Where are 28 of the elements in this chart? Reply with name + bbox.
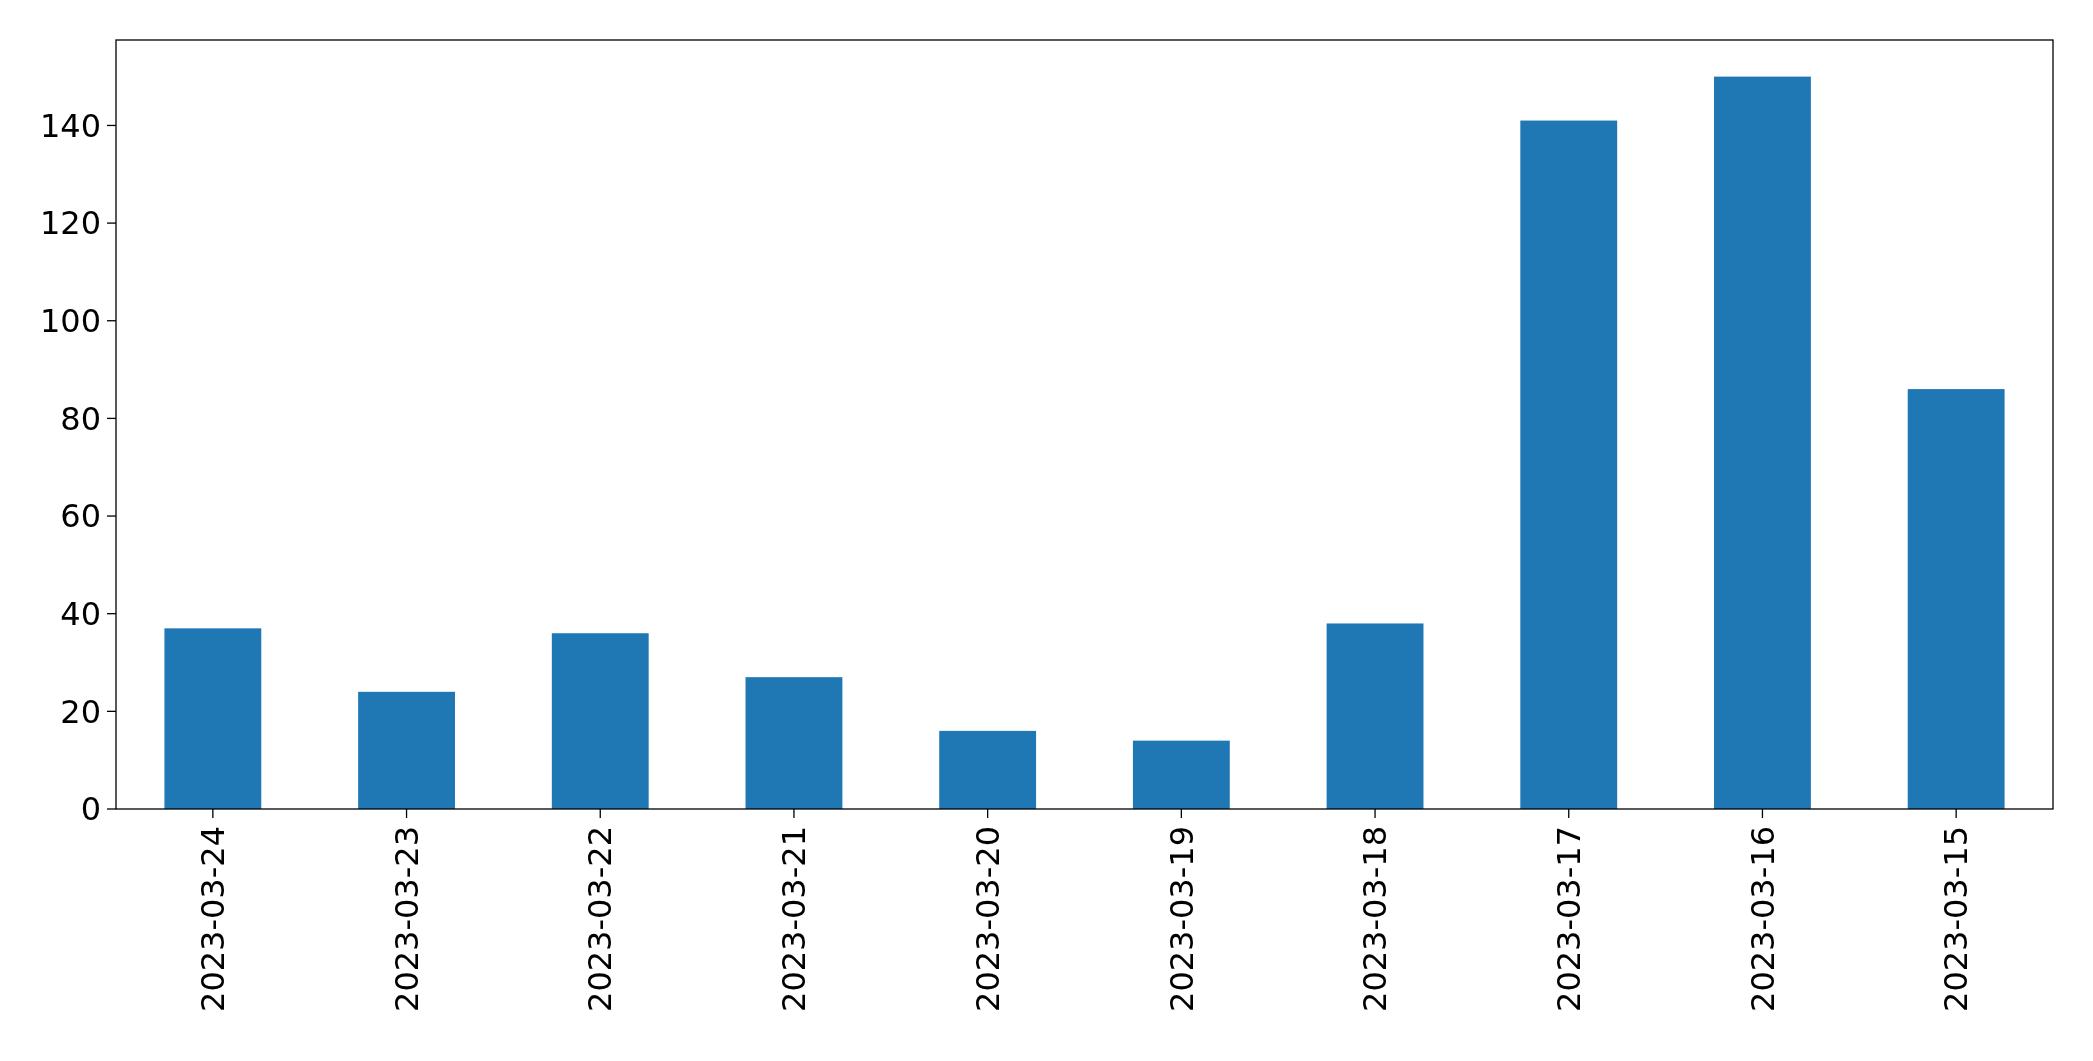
- x-tick-label: 2023-03-19: [1162, 826, 1201, 1012]
- y-tick-label: 60: [60, 497, 101, 536]
- bar: [745, 677, 843, 809]
- bar: [1714, 76, 1811, 809]
- bar: [1907, 389, 2005, 809]
- x-tick-label: 2023-03-23: [387, 826, 426, 1012]
- x-tick-label: 2023-03-21: [775, 826, 814, 1012]
- x-tick-label: 2023-03-15: [1937, 826, 1976, 1012]
- y-tick-label: 120: [39, 204, 101, 243]
- x-tick-label: 2023-03-17: [1549, 826, 1588, 1012]
- x-tick-label: 2023-03-16: [1743, 826, 1782, 1012]
- bar: [358, 691, 455, 809]
- y-tick-label: 100: [39, 301, 101, 340]
- bar: [1520, 120, 1618, 809]
- bar: [164, 628, 262, 809]
- x-tick-label: 2023-03-22: [581, 826, 620, 1012]
- bar: [1326, 623, 1424, 809]
- y-tick-label: 140: [39, 106, 101, 145]
- y-tick-label: 40: [60, 594, 101, 633]
- x-tick-label: 2023-03-24: [194, 826, 233, 1012]
- bar: [551, 633, 649, 809]
- y-tick-label: 80: [60, 399, 101, 438]
- y-tick-label: 0: [80, 790, 101, 829]
- bar: [939, 730, 1037, 809]
- bar: [1132, 740, 1230, 809]
- x-tick-label: 2023-03-20: [968, 826, 1007, 1012]
- x-tick-label: 2023-03-18: [1356, 826, 1395, 1012]
- y-tick-label: 20: [60, 692, 101, 731]
